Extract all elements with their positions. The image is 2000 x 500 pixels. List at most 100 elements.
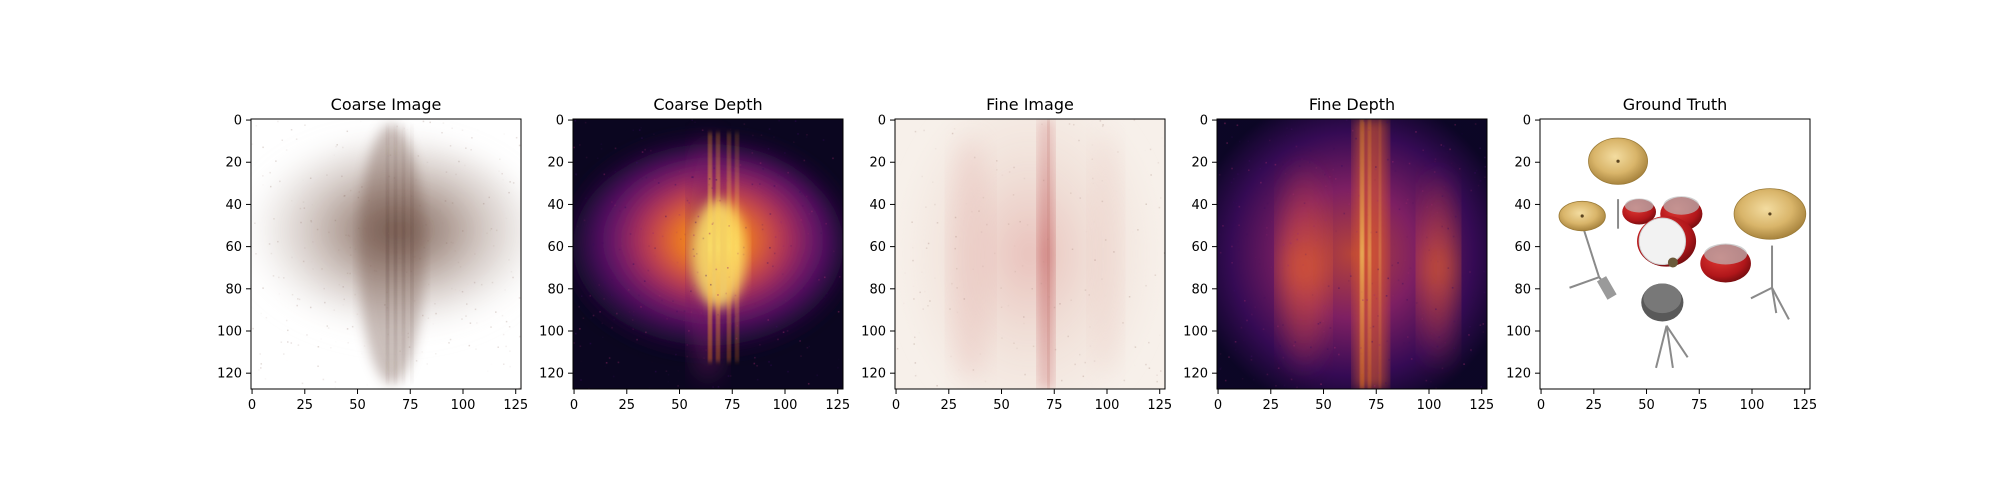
depth-noise xyxy=(1360,352,1363,355)
depth-noise xyxy=(1306,385,1308,387)
depth-noise xyxy=(1324,163,1326,165)
depth-noise xyxy=(1219,353,1222,355)
crash-cymbal-bell xyxy=(1616,159,1620,163)
depth-noise xyxy=(703,305,705,307)
depth-noise xyxy=(611,279,613,281)
depth-noise xyxy=(625,129,627,131)
depth-noise xyxy=(1243,313,1245,315)
depth-noise xyxy=(607,176,610,179)
stand-leg xyxy=(1771,287,1778,314)
render-noise xyxy=(1016,322,1018,324)
render-noise xyxy=(343,195,345,197)
depth-noise xyxy=(767,319,770,321)
render-noise xyxy=(953,128,956,130)
depth-noise xyxy=(1383,138,1385,140)
render-noise xyxy=(1057,226,1059,228)
depth-noise xyxy=(1406,236,1408,238)
render-noise xyxy=(297,344,300,346)
render-noise xyxy=(1042,261,1045,263)
render-noise xyxy=(452,242,454,244)
depth-noise xyxy=(726,267,729,269)
depth-noise xyxy=(1234,349,1237,351)
render-noise xyxy=(354,293,356,296)
depth-noise xyxy=(1430,260,1432,262)
render-noise xyxy=(269,185,272,188)
depth-noise xyxy=(727,375,730,377)
depth-noise xyxy=(688,330,690,332)
render-noise xyxy=(1000,306,1003,309)
depth-noise xyxy=(806,133,808,136)
depth-noise xyxy=(1308,161,1311,164)
depth-noise xyxy=(1363,120,1365,122)
depth-noise xyxy=(1253,148,1255,150)
depth-noise xyxy=(1293,344,1295,347)
panel-image xyxy=(1217,119,1487,389)
depth-noise xyxy=(590,317,592,319)
depth-noise xyxy=(1398,208,1401,211)
depth-noise xyxy=(1238,205,1241,208)
bass-drum-head xyxy=(1638,217,1687,266)
x-tick-label: 0 xyxy=(248,398,256,413)
render-noise xyxy=(1148,341,1150,344)
render-noise xyxy=(285,149,288,151)
depth-noise xyxy=(1357,194,1360,197)
render-noise xyxy=(506,218,508,220)
depth-noise xyxy=(774,236,777,238)
depth-noise xyxy=(628,311,631,313)
y-tick-label: 120 xyxy=(861,367,886,382)
depth-noise xyxy=(1424,164,1427,167)
y-tick-label: 40 xyxy=(1191,198,1208,213)
render-noise xyxy=(336,144,338,146)
depth-noise xyxy=(1426,206,1428,208)
depth-noise xyxy=(1433,171,1436,173)
render-noise xyxy=(251,143,254,145)
y-tick-label: 20 xyxy=(1191,156,1208,171)
depth-noise xyxy=(1307,161,1310,164)
render-noise xyxy=(322,378,325,381)
y-tick-label: 60 xyxy=(869,240,886,255)
render-noise xyxy=(480,283,483,286)
depth-noise xyxy=(1319,321,1322,324)
render-noise xyxy=(1013,342,1015,344)
render-noise xyxy=(366,384,368,386)
depth-noise xyxy=(1426,243,1429,246)
render-noise xyxy=(1079,197,1082,199)
render-noise xyxy=(1048,296,1050,298)
render-noise xyxy=(335,145,337,148)
render-noise xyxy=(996,169,998,171)
depth-noise xyxy=(585,156,588,159)
render-noise xyxy=(1007,223,1010,225)
render-noise xyxy=(1091,144,1094,146)
depth-noise xyxy=(1284,172,1287,175)
render-noise xyxy=(934,147,937,150)
render-noise xyxy=(466,303,468,305)
depth-noise xyxy=(1283,384,1286,387)
render-noise xyxy=(1104,239,1107,241)
depth-noise xyxy=(616,312,618,315)
depth-noise xyxy=(807,382,810,385)
render-noise xyxy=(518,144,521,147)
render-noise xyxy=(1113,251,1115,253)
render-noise xyxy=(1068,123,1071,125)
render-noise xyxy=(316,228,319,231)
depth-noise xyxy=(1475,169,1478,172)
depth-noise xyxy=(1434,160,1436,163)
depth-noise xyxy=(709,283,712,286)
render-noise xyxy=(469,322,472,324)
depth-noise xyxy=(1235,202,1238,205)
depth-noise xyxy=(701,129,704,132)
y-tick-label: 120 xyxy=(217,367,242,382)
depth-noise xyxy=(825,222,827,225)
depth-noise xyxy=(692,248,695,251)
depth-noise xyxy=(1387,158,1389,161)
depth-noise xyxy=(1436,211,1439,214)
render-noise xyxy=(1093,360,1096,362)
depth-noise xyxy=(1289,242,1292,245)
render-noise xyxy=(471,137,473,139)
render-noise xyxy=(346,328,349,330)
depth-noise xyxy=(1313,225,1315,227)
depth-noise xyxy=(1406,198,1409,201)
depth-noise xyxy=(782,331,785,334)
depth-noise xyxy=(820,232,822,235)
depth-noise xyxy=(1388,358,1390,361)
